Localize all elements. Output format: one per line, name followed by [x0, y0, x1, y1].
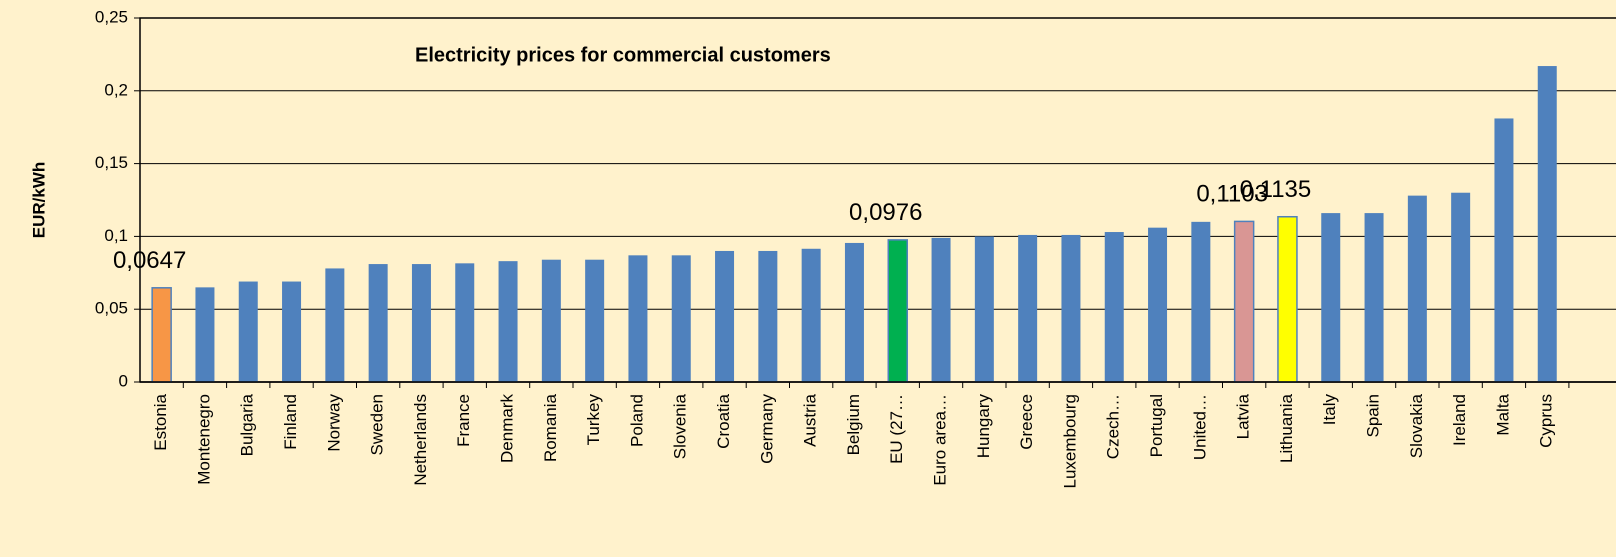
bar: [628, 255, 648, 382]
data-label: 0,0976: [849, 199, 922, 226]
x-tick-label: Slovenia: [671, 393, 690, 459]
bar: [368, 264, 388, 382]
x-tick-label: Croatia: [714, 393, 733, 448]
bar: [1494, 118, 1514, 383]
y-tick-label: 0: [119, 371, 128, 390]
x-tick-label: Bulgaria: [238, 393, 257, 456]
bar: [801, 248, 821, 382]
bar: [1191, 221, 1211, 382]
x-tick-label: Estonia: [151, 393, 170, 450]
bar: [671, 255, 691, 382]
bar: [1061, 234, 1081, 382]
y-tick-label: 0,05: [95, 299, 128, 318]
x-tick-label: Hungary: [974, 394, 993, 459]
bar: [1537, 66, 1557, 382]
x-tick-label: Germany: [757, 394, 776, 464]
bar: [1364, 213, 1384, 382]
bar: [887, 239, 908, 383]
bar: [758, 250, 778, 382]
bar: [1277, 215, 1298, 383]
bar: [1018, 234, 1038, 382]
x-tick-label: Czech…: [1104, 394, 1123, 459]
bar: [1451, 192, 1471, 382]
y-tick-label: 0,15: [95, 153, 128, 172]
x-tick-label: Netherlands: [411, 394, 430, 486]
x-tick-label: Euro area…: [931, 394, 950, 486]
bar: [1233, 220, 1255, 383]
bar: [325, 268, 345, 382]
data-label: 0,1103: [1196, 181, 1268, 208]
bar: [455, 263, 475, 382]
bar: [1148, 227, 1168, 382]
bar: [1321, 213, 1341, 382]
chart-title: Electricity prices for commercial custom…: [415, 44, 831, 66]
x-tick-label: Austria: [801, 393, 820, 446]
y-axis-label: EUR/kWh: [29, 162, 48, 239]
bar: [585, 259, 605, 382]
x-tick-label: Greece: [1017, 394, 1036, 450]
x-tick-label: Turkey: [584, 394, 603, 446]
data-label: 0,0647: [113, 247, 186, 274]
x-tick-label: Belgium: [844, 394, 863, 455]
bar: [195, 287, 215, 382]
x-tick-label: Romania: [541, 393, 560, 462]
x-tick-label: Lithuania: [1277, 393, 1296, 463]
data-label: 0,1135: [1240, 176, 1312, 203]
x-tick-label: Slovakia: [1407, 393, 1426, 458]
x-tick-label: France: [454, 394, 473, 447]
bar: [1407, 195, 1427, 382]
x-tick-label: Portugal: [1147, 394, 1166, 457]
bar: [715, 250, 735, 382]
x-tick-label: Cyprus: [1537, 394, 1556, 448]
bar: [541, 259, 561, 382]
bar: [974, 236, 994, 382]
x-tick-label: Latvia: [1234, 393, 1253, 439]
bar: [1104, 232, 1124, 382]
bar: [282, 281, 302, 382]
x-tick-label: Ireland: [1450, 394, 1469, 446]
bar: [151, 287, 172, 383]
x-tick-label: Spain: [1364, 394, 1383, 437]
bar: [844, 242, 864, 382]
x-tick-label: Poland: [627, 394, 646, 447]
x-tick-label: Denmark: [498, 394, 517, 463]
y-tick-label: 0,1: [104, 226, 128, 245]
bar: [498, 261, 518, 382]
x-tick-label: Malta: [1493, 393, 1512, 435]
x-tick-label: Luxembourg: [1060, 394, 1079, 489]
y-tick-label: 0,25: [95, 7, 128, 26]
x-tick-label: Italy: [1320, 394, 1339, 426]
x-tick-label: Norway: [324, 394, 343, 452]
bar: [238, 281, 258, 382]
y-tick-label: 0,2: [104, 80, 128, 99]
x-tick-label: EU (27…: [887, 394, 906, 464]
x-tick-label: Sweden: [368, 394, 387, 455]
bar: [931, 237, 951, 382]
x-tick-label: United…: [1190, 394, 1209, 460]
x-tick-label: Montenegro: [194, 394, 213, 485]
x-tick-label: Finland: [281, 394, 300, 450]
bar: [411, 264, 431, 382]
